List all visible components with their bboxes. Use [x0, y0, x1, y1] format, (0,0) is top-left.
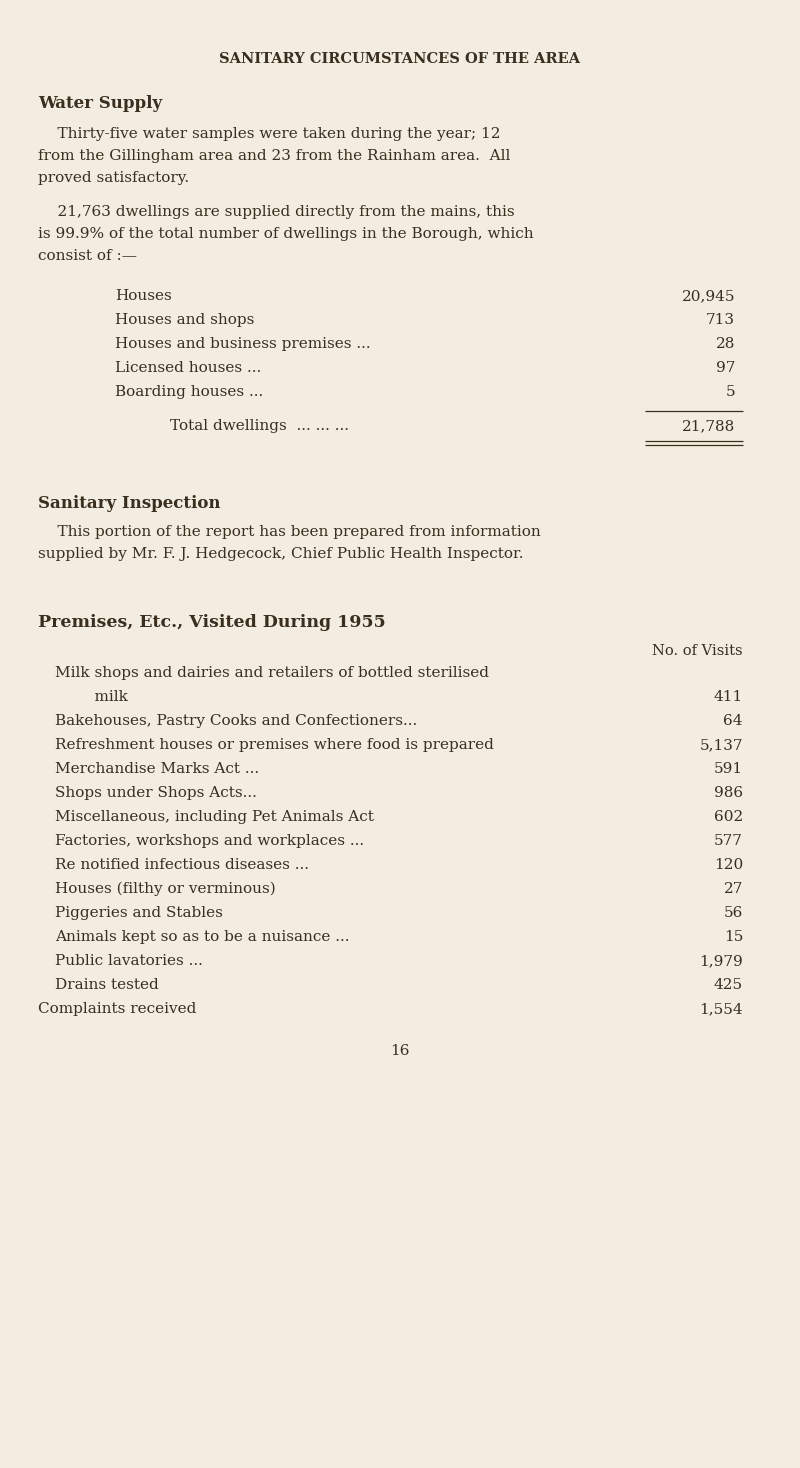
Text: 16: 16 [390, 1044, 410, 1058]
Text: Refreshment houses or premises where food is prepared: Refreshment houses or premises where foo… [55, 738, 494, 752]
Text: No. of Visits: No. of Visits [652, 644, 743, 658]
Text: 577: 577 [714, 834, 743, 849]
Text: 15: 15 [724, 931, 743, 944]
Text: Water Supply: Water Supply [38, 95, 162, 112]
Text: Re notified infectious diseases ...: Re notified infectious diseases ... [55, 857, 309, 872]
Text: 28: 28 [716, 338, 735, 351]
Text: 27: 27 [724, 882, 743, 895]
Text: 56: 56 [724, 906, 743, 920]
Text: Thirty-five water samples were taken during the year; 12: Thirty-five water samples were taken dur… [38, 128, 501, 141]
Text: 411: 411 [714, 690, 743, 705]
Text: 97: 97 [716, 361, 735, 374]
Text: Premises, Etc., Visited During 1955: Premises, Etc., Visited During 1955 [38, 614, 386, 631]
Text: Licensed houses ...: Licensed houses ... [115, 361, 262, 374]
Text: Shops under Shops Acts...: Shops under Shops Acts... [55, 785, 257, 800]
Text: Public lavatories ...: Public lavatories ... [55, 954, 203, 967]
Text: 120: 120 [714, 857, 743, 872]
Text: Houses and business premises ...: Houses and business premises ... [115, 338, 370, 351]
Text: 21,763 dwellings are supplied directly from the mains, this: 21,763 dwellings are supplied directly f… [38, 206, 514, 219]
Text: Merchandise Marks Act ...: Merchandise Marks Act ... [55, 762, 259, 777]
Text: Animals kept so as to be a nuisance ...: Animals kept so as to be a nuisance ... [55, 931, 350, 944]
Text: Complaints received: Complaints received [38, 1003, 196, 1016]
Text: 1,979: 1,979 [699, 954, 743, 967]
Text: 986: 986 [714, 785, 743, 800]
Text: Houses (filthy or verminous): Houses (filthy or verminous) [55, 882, 276, 897]
Text: This portion of the report has been prepared from information: This portion of the report has been prep… [38, 526, 541, 539]
Text: Bakehouses, Pastry Cooks and Confectioners...: Bakehouses, Pastry Cooks and Confectione… [55, 713, 418, 728]
Text: Total dwellings  ... ... ...: Total dwellings ... ... ... [170, 418, 349, 433]
Text: 5,137: 5,137 [699, 738, 743, 752]
Text: Milk shops and dairies and retailers of bottled sterilised: Milk shops and dairies and retailers of … [55, 666, 489, 680]
Text: 5: 5 [726, 385, 735, 399]
Text: proved satisfactory.: proved satisfactory. [38, 170, 189, 185]
Text: Miscellaneous, including Pet Animals Act: Miscellaneous, including Pet Animals Act [55, 810, 374, 824]
Text: Boarding houses ...: Boarding houses ... [115, 385, 263, 399]
Text: 64: 64 [723, 713, 743, 728]
Text: Houses: Houses [115, 289, 172, 302]
Text: 1,554: 1,554 [699, 1003, 743, 1016]
Text: Drains tested: Drains tested [55, 978, 158, 992]
Text: 591: 591 [714, 762, 743, 777]
Text: 713: 713 [706, 313, 735, 327]
Text: Factories, workshops and workplaces ...: Factories, workshops and workplaces ... [55, 834, 364, 849]
Text: is 99.9% of the total number of dwellings in the Borough, which: is 99.9% of the total number of dwelling… [38, 228, 534, 241]
Text: SANITARY CIRCUMSTANCES OF THE AREA: SANITARY CIRCUMSTANCES OF THE AREA [219, 51, 581, 66]
Text: consist of :—: consist of :— [38, 250, 137, 263]
Text: 602: 602 [714, 810, 743, 824]
Text: supplied by Mr. F. J. Hedgecock, Chief Public Health Inspector.: supplied by Mr. F. J. Hedgecock, Chief P… [38, 548, 523, 561]
Text: Piggeries and Stables: Piggeries and Stables [55, 906, 223, 920]
Text: 20,945: 20,945 [682, 289, 735, 302]
Text: 21,788: 21,788 [682, 418, 735, 433]
Text: milk: milk [75, 690, 128, 705]
Text: Sanitary Inspection: Sanitary Inspection [38, 495, 221, 512]
Text: 425: 425 [714, 978, 743, 992]
Text: from the Gillingham area and 23 from the Rainham area.  All: from the Gillingham area and 23 from the… [38, 148, 510, 163]
Text: Houses and shops: Houses and shops [115, 313, 254, 327]
